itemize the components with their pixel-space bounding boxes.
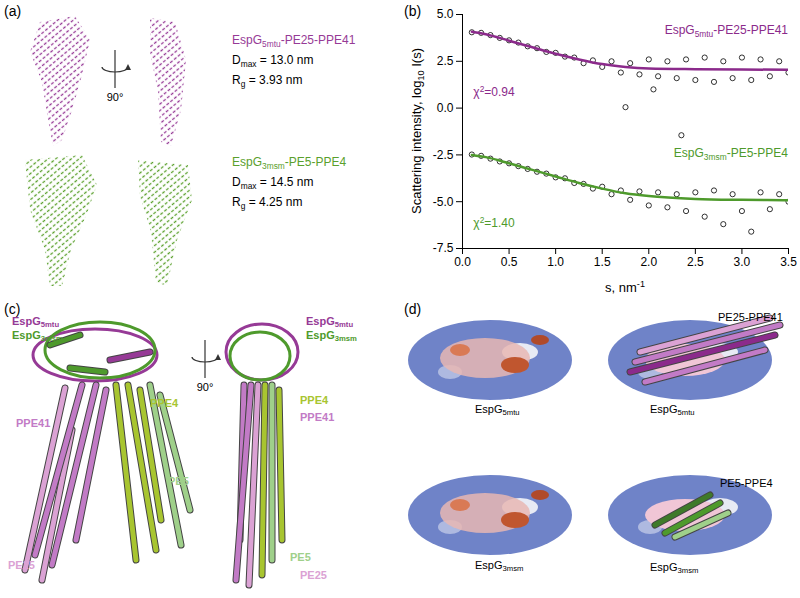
html-text:EspG5mtu-PE25-PPE41: EspG5mtu-PE25-PPE41 — [664, 23, 788, 39]
html-text:90°: 90° — [196, 381, 214, 393]
svg-text:0.5: 0.5 — [501, 255, 518, 269]
html-text:EspG5mtu: EspG5mtu — [650, 403, 695, 418]
html-text:χ2=1.40: χ2=1.40 — [473, 214, 515, 230]
html-text:EspG3msm: EspG3msm — [650, 561, 699, 576]
svg-text:-2.5: -2.5 — [433, 148, 454, 162]
html-text:Dmax= 14.5 nm: Dmax= 14.5 nm — [232, 175, 314, 191]
svg-text:1.0: 1.0 — [547, 255, 564, 269]
svg-text:3.5: 3.5 — [780, 255, 797, 269]
html-text:PPE41: PPE41 — [16, 417, 51, 429]
svg-text:-7.5: -7.5 — [433, 241, 454, 255]
html-text:EspG5mtu: EspG5mtu — [306, 315, 354, 330]
html-text:PPE4: PPE4 — [150, 397, 179, 409]
html-text:Dmax= 13.0 nm: Dmax= 13.0 nm — [232, 53, 314, 69]
html-text:EspG3msm-PE5-PPE4: EspG3msm-PE5-PPE4 — [232, 155, 347, 171]
html-text:PE5: PE5 — [168, 475, 189, 487]
html-text:PPE41: PPE41 — [300, 411, 335, 423]
html-text:10: 10 — [415, 70, 426, 81]
html-text:EspG5mtu: EspG5mtu — [475, 403, 520, 418]
html-text:Rg= 3.93 nm: Rg= 3.93 nm — [232, 73, 303, 89]
html-text:EspG5mtu: EspG5mtu — [12, 315, 60, 330]
html-text:PE25: PE25 — [300, 569, 327, 581]
html-text:(b): (b) — [404, 3, 422, 19]
html-text:EspG3msm: EspG3msm — [475, 559, 524, 574]
html-text:PPE4: PPE4 — [300, 394, 329, 406]
html-text:(d): (d) — [404, 301, 422, 317]
svg-text:2.0: 2.0 — [640, 255, 657, 269]
html-text:χ2=0.94: χ2=0.94 — [473, 84, 515, 100]
svg-text:5.0: 5.0 — [437, 7, 454, 21]
html-text:Scattering intensity, log: Scattering intensity, log — [409, 80, 425, 214]
svg-text:2.5: 2.5 — [687, 255, 704, 269]
html-text:PE25: PE25 — [8, 559, 35, 571]
html-text:PE25-PPE41: PE25-PPE41 — [718, 311, 783, 323]
svg-text:-5.0: -5.0 — [433, 195, 454, 209]
html-text:EspG3msm-PE5-PPE4: EspG3msm-PE5-PPE4 — [673, 146, 788, 162]
html-text:Rg= 4.25 nm: Rg= 4.25 nm — [232, 195, 303, 211]
html-text:EspG5mtu-PE25-PPE41: EspG5mtu-PE25-PPE41 — [232, 33, 356, 49]
html-text:90°: 90° — [106, 91, 124, 103]
html-text:PE5-PPE4: PE5-PPE4 — [720, 477, 773, 489]
svg-text:0.0: 0.0 — [437, 101, 454, 115]
html-text:EspG3msm: EspG3msm — [306, 329, 357, 344]
html-text:PE5: PE5 — [290, 551, 311, 563]
html-text:s, nm-1: s, nm-1 — [605, 279, 645, 295]
html-text:(c): (c) — [4, 301, 21, 317]
svg-text:1.5: 1.5 — [594, 255, 611, 269]
svg-text:2.5: 2.5 — [437, 54, 454, 68]
svg-text:0.0: 0.0 — [454, 255, 471, 269]
html-text:EspG3msm: EspG3msm — [12, 329, 63, 344]
html-text:I(s): I(s) — [409, 48, 425, 71]
svg-text:3.0: 3.0 — [734, 255, 751, 269]
html-text:(a): (a) — [4, 3, 22, 19]
